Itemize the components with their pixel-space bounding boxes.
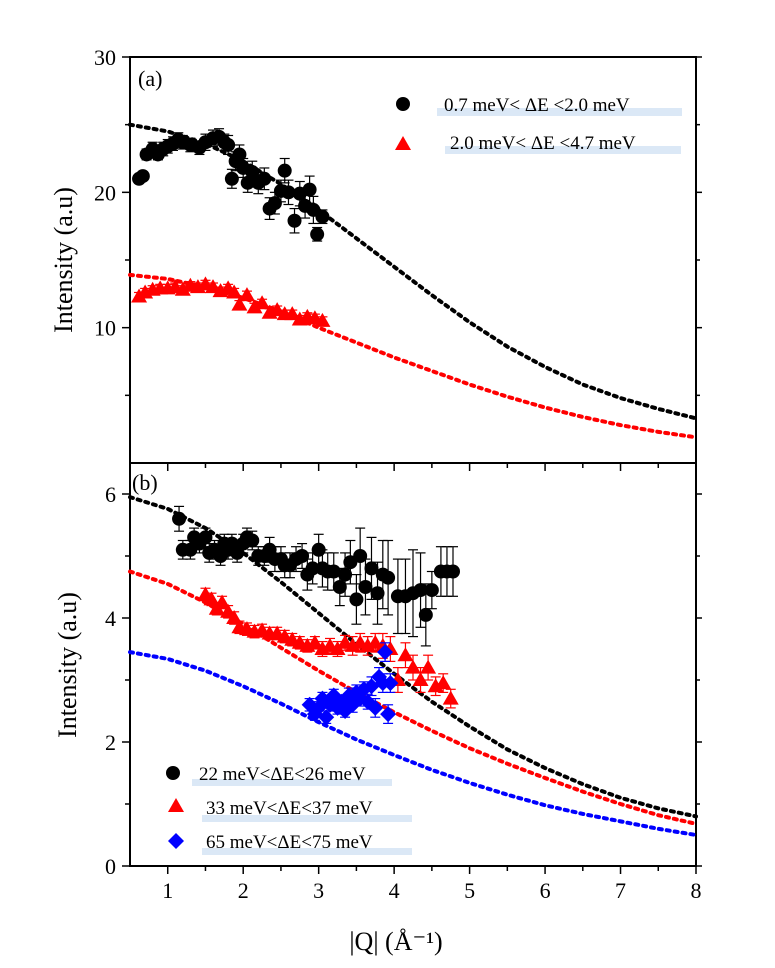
data-point-a-1-6 <box>174 281 191 296</box>
data-point-b-2-17 <box>367 699 384 716</box>
fit-curve-b-2 <box>128 650 698 837</box>
x-tick-label-8: 8 <box>691 878 702 903</box>
data-point-a-0-33 <box>302 182 317 197</box>
data-point-a-0-17 <box>224 171 239 186</box>
y-tick-label-a-10: 10 <box>94 316 116 341</box>
y-tick-label-a-20: 20 <box>94 180 116 205</box>
panel-a-ticks: 10 20 30 <box>94 45 702 471</box>
data-point-a-1-17 <box>254 295 271 310</box>
legend-b-highlight-2 <box>202 815 412 822</box>
data-point-b-1-31 <box>420 659 437 674</box>
data-point-a-0-36 <box>315 209 330 224</box>
panel-a-legend: 0.7 meV< ΔE <2.0 meV 2.0 meV< ΔE <4.7 me… <box>395 95 682 154</box>
legend-a-highlight-2 <box>445 146 681 154</box>
legend-b-highlight-1 <box>192 779 392 786</box>
data-point-b-1-28 <box>397 647 414 662</box>
data-point-a-0-16 <box>221 137 236 152</box>
panel-a-fit-curves <box>128 122 698 440</box>
panel-b-ylabel: Intensity (a.u) <box>53 592 82 738</box>
y-tick-label-b-6: 6 <box>105 482 116 507</box>
panel-a: 10 20 30 (a) Intensity (a.u) 0.7 meV< ΔE <… <box>49 45 702 471</box>
data-point-a-1-21 <box>284 306 301 321</box>
data-point-a-0-1 <box>135 169 150 184</box>
panel-a-frame <box>129 56 697 464</box>
legend-a-label-1: 0.7 meV< ΔE <2.0 meV <box>444 95 630 116</box>
legend-a-label-2: 2.0 meV< ΔE <4.7 meV <box>450 133 636 154</box>
data-point-a-1-25 <box>314 312 331 327</box>
data-point-b-0-36 <box>358 580 373 594</box>
x-tick-label-7: 7 <box>615 878 626 903</box>
y-tick-label-b-2: 2 <box>105 730 116 755</box>
legend-a-marker-circle <box>396 97 410 111</box>
legend-b-marker-triangle <box>168 798 184 812</box>
legend-b-label-1: 22 meV<ΔE<26 meV <box>199 764 366 785</box>
legend-b-marker-circle <box>166 766 180 780</box>
data-point-a-0-29 <box>281 185 296 200</box>
legend-a-highlight-1 <box>437 108 682 116</box>
legend-b-highlight-3 <box>202 848 412 855</box>
legend-b-label-2: 33 meV<ΔE<37 meV <box>206 798 373 819</box>
panel-b-data-points <box>172 505 460 726</box>
data-point-b-1-16 <box>306 634 323 649</box>
panel-b-ticks: 1 2 3 4 5 6 7 8 0 2 4 6 <box>105 482 702 903</box>
data-point-b-0-44 <box>413 583 428 598</box>
fit-curve-a-1 <box>128 272 698 440</box>
fit-curve-a-0 <box>128 122 698 421</box>
x-tick-label-4: 4 <box>389 878 400 903</box>
data-point-a-0-30 <box>287 213 302 228</box>
panel-a-data-points <box>131 128 331 327</box>
x-tick-label-1: 1 <box>162 878 173 903</box>
data-point-b-0-38 <box>370 586 385 601</box>
x-tick-label-2: 2 <box>238 878 249 903</box>
data-point-b-0-46 <box>424 583 439 598</box>
data-point-a-1-14 <box>231 296 248 311</box>
data-point-b-1-29 <box>405 659 421 674</box>
data-point-b-2-20 <box>377 644 394 661</box>
panel-a-ylabel: Intensity (a.u) <box>49 187 78 333</box>
data-point-b-2-4 <box>318 709 335 726</box>
data-point-a-0-19 <box>232 147 247 162</box>
data-point-a-1-15 <box>238 287 255 302</box>
data-point-a-0-22 <box>245 165 260 180</box>
data-point-a-1-16 <box>246 299 263 314</box>
data-point-b-2-21 <box>380 706 397 723</box>
legend-b-label-3: 65 meV<ΔE<75 meV <box>206 832 373 853</box>
data-point-b-2-22 <box>382 675 399 692</box>
data-point-a-0-24 <box>257 171 272 186</box>
data-point-b-0-37 <box>364 561 379 576</box>
data-point-b-0-0 <box>172 511 187 526</box>
y-tick-label-a-30: 30 <box>94 45 116 70</box>
panel-b-label: (b) <box>132 470 158 495</box>
data-point-b-1-33 <box>435 675 452 690</box>
data-point-b-2-16 <box>363 678 380 695</box>
data-point-a-0-28 <box>277 163 292 178</box>
data-point-b-1-30 <box>412 672 429 686</box>
legend-b-marker-diamond <box>168 833 184 849</box>
x-tick-label-3: 3 <box>313 878 324 903</box>
data-point-a-1-13 <box>226 284 243 299</box>
y-tick-label-b-4: 4 <box>105 606 116 631</box>
data-point-b-0-34 <box>349 592 364 607</box>
data-point-a-0-26 <box>267 196 282 211</box>
panel-b: 1 2 3 4 5 6 7 8 0 2 4 6 (b) Intensity (a.u) 22 meV<… <box>53 462 702 956</box>
x-tick-label-5: 5 <box>464 878 475 903</box>
data-point-a-0-35 <box>310 227 325 242</box>
data-point-b-1-34 <box>442 690 459 705</box>
x-tick-label-6: 6 <box>540 878 551 903</box>
legend-a-marker-triangle <box>395 136 411 150</box>
data-point-b-0-40 <box>381 570 396 585</box>
data-point-b-0-45 <box>418 607 433 622</box>
data-point-b-1-19 <box>329 641 346 655</box>
panel-a-label: (a) <box>138 66 162 91</box>
data-point-b-0-31 <box>332 580 347 594</box>
y-tick-label-b-0: 0 <box>105 854 116 879</box>
panel-b-legend: 22 meV<ΔE<26 meV 33 meV<ΔE<37 meV 65 meV… <box>166 764 412 855</box>
data-point-b-0-32 <box>338 567 353 582</box>
data-point-b-0-49 <box>445 564 460 579</box>
data-point-b-0-15 <box>245 533 260 548</box>
x-axis-label: |Q| (Å⁻¹) <box>349 927 442 956</box>
data-point-b-0-5 <box>198 530 213 545</box>
panel-b-frame <box>129 462 697 867</box>
